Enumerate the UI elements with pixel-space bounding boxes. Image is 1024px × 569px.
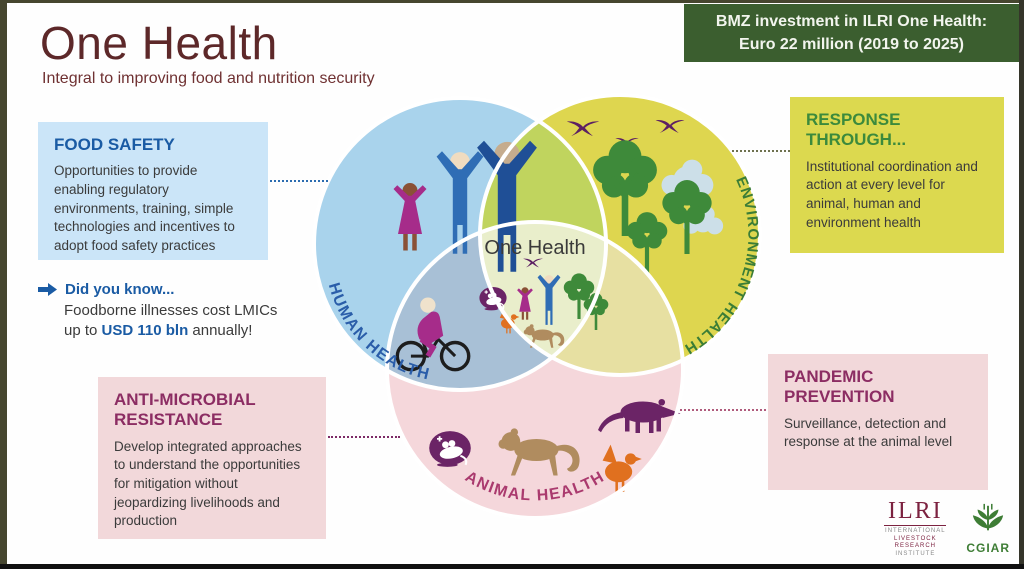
frame-bottom xyxy=(0,564,1024,569)
investment-banner-line1: BMZ investment in ILRI One Health: xyxy=(715,12,988,30)
one-health-venn-diagram: HUMAN HEALTH ENVIRONMENT HEALTH ANIMAL H… xyxy=(312,93,762,520)
arrow-right-icon xyxy=(38,283,57,296)
anti-microbial-title: ANTI-MICROBIAL RESISTANCE xyxy=(114,390,256,430)
ilri-sub3: INSTITUTE xyxy=(895,551,936,558)
cgiar-plant-icon xyxy=(973,504,1004,531)
page-title: One Health xyxy=(40,17,278,69)
frame-right xyxy=(1019,0,1024,569)
did-you-know-prefix: up to xyxy=(64,322,102,340)
ilri-rule xyxy=(884,524,947,526)
response-through-title: RESPONSE THROUGH... xyxy=(806,110,907,150)
did-you-know-note: Did you know... Foodborne illnesses cost… xyxy=(38,281,298,342)
ilri-sub2: LIVESTOCK RESEARCH xyxy=(894,535,937,550)
logo-area: ILRI INTERNATIONAL LIVESTOCK RESEARCH IN… xyxy=(880,499,1010,559)
page-subtitle: Integral to improving food and nutrition… xyxy=(42,70,375,87)
did-you-know-line1: Foodborne illnesses cost LMICs xyxy=(64,302,278,319)
food-safety-callout: FOOD SAFETY Opportunities to provide ena… xyxy=(38,122,268,260)
ilri-logo: ILRI INTERNATIONAL LIVESTOCK RESEARCH IN… xyxy=(880,499,950,559)
connector-food-safety xyxy=(270,180,328,182)
pandemic-prevention-body: Surveillance, detection and response at … xyxy=(784,415,953,450)
cgiar-wordmark: CGIAR xyxy=(966,541,1010,556)
pandemic-prevention-title: PANDEMIC PREVENTION xyxy=(784,367,895,407)
ilri-wordmark: ILRI xyxy=(888,497,943,524)
ilri-sub1: INTERNATIONAL xyxy=(885,527,946,534)
venn-center-label: One Health xyxy=(484,237,585,259)
cgiar-logo: CGIAR xyxy=(966,502,1010,555)
did-you-know-title: Did you know... xyxy=(65,281,175,298)
investment-banner-line2: Euro 22 million (2019 to 2025) xyxy=(739,36,964,53)
one-health-center-icons xyxy=(478,258,609,348)
investment-banner: BMZ investment in ILRI One Health: Euro … xyxy=(684,4,1019,62)
connector-anti-microbial xyxy=(328,436,400,438)
response-through-callout: RESPONSE THROUGH... Institutional coordi… xyxy=(790,97,1004,253)
anti-microbial-body: Develop integrated approaches to underst… xyxy=(114,438,302,529)
did-you-know-highlight: USD 110 bln xyxy=(101,322,189,340)
food-safety-body: Opportunities to provide enabling regula… xyxy=(54,163,235,253)
response-through-body: Institutional coordination and action at… xyxy=(806,158,978,230)
did-you-know-line2: up to USD 110 bln annually! xyxy=(64,321,298,341)
anti-microbial-callout: ANTI-MICROBIAL RESISTANCE Develop integr… xyxy=(98,377,326,539)
frame-left xyxy=(0,0,7,569)
frame-top xyxy=(0,0,1024,3)
connector-pandemic-prevention xyxy=(680,409,766,411)
did-you-know-suffix: annually! xyxy=(188,322,253,340)
connector-response-through xyxy=(732,150,790,152)
food-safety-title: FOOD SAFETY xyxy=(54,135,175,154)
pandemic-prevention-callout: PANDEMIC PREVENTION Surveillance, detect… xyxy=(768,354,988,490)
